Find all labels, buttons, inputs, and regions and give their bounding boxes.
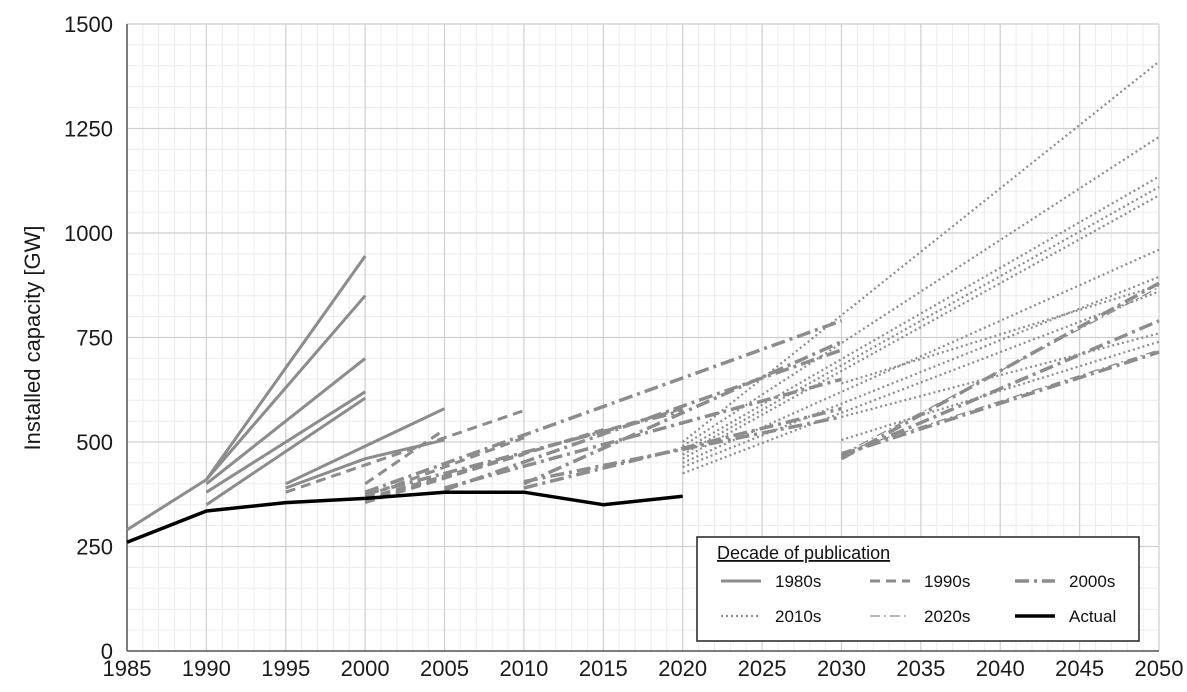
legend-label-2000s: 2000s [1069, 572, 1115, 591]
series-line-2010s-27 [682, 194, 1160, 460]
series-line-2010s-29 [682, 275, 1160, 469]
legend-title: Decade of publication [717, 543, 890, 563]
y-tick-label: 250 [76, 535, 113, 560]
series-line-1980s-4 [205, 396, 367, 506]
series-line-2000s-14 [364, 319, 843, 494]
legend-items: 1980s 1990s 2000s 2010s 2020s Actual [721, 572, 1116, 626]
x-tick-label: 2030 [817, 656, 866, 681]
y-tick-label: 1000 [64, 221, 113, 246]
series-line-1990s-11 [364, 428, 604, 505]
y-axis-label: Installed capacity [GW] [20, 226, 45, 451]
series-line-1980s-0 [126, 255, 367, 532]
x-tick-label: 2050 [1135, 656, 1184, 681]
y-tick-label: 0 [101, 639, 113, 664]
x-tick-label: 2020 [658, 656, 707, 681]
legend-label-1980s: 1980s [775, 572, 821, 591]
series-line-2000s-15 [443, 348, 843, 492]
series-line-1980s-3 [205, 390, 367, 494]
x-tick-label: 2010 [499, 656, 548, 681]
x-tick-label: 2045 [1055, 656, 1104, 681]
legend-label-2010s: 2010s [775, 607, 821, 626]
y-tick-labels: 0 250 500 750 1000 1250 1500 [64, 12, 113, 664]
series-line-1990s-9 [364, 436, 525, 498]
y-tick-label: 500 [76, 430, 113, 455]
legend-label-1990s: 1990s [924, 572, 970, 591]
series-line-2010s-23 [682, 60, 1160, 443]
x-tick-label: 1985 [103, 656, 152, 681]
series-line-1980s-5 [285, 407, 446, 486]
x-tick-label: 2000 [341, 656, 390, 681]
series-line-actual-36 [126, 490, 683, 544]
series-line-2010s-31 [841, 284, 1160, 385]
series-line-2000s-19 [523, 340, 843, 486]
x-tick-labels: 1985 1990 1995 2000 2005 2010 2015 2020 2025 2030… [103, 656, 1184, 681]
series-line-2010s-33 [841, 340, 1160, 441]
series-line-2000s-20 [840, 281, 1160, 461]
series-line-2000s-21 [840, 319, 1160, 459]
x-tick-label: 2015 [579, 656, 628, 681]
x-tick-label: 1995 [261, 656, 310, 681]
y-tick-label: 1500 [64, 12, 113, 37]
y-tick-label: 750 [76, 326, 113, 351]
x-tick-label: 2025 [738, 656, 787, 681]
series-layer [126, 60, 1160, 544]
series-line-2010s-25 [682, 175, 1160, 452]
legend-box [696, 536, 1140, 642]
series-line-2010s-26 [682, 186, 1160, 456]
series-line-1990s-7 [285, 409, 525, 494]
x-tick-label: 2040 [976, 656, 1025, 681]
legend-label-2020s: 2020s [924, 607, 970, 626]
x-tick-label: 2005 [420, 656, 469, 681]
series-line-1990s-8 [364, 428, 446, 486]
series-line-2000s-16 [444, 377, 842, 490]
legend: Decade of publication 1980s 1990s 2000s 201… [696, 536, 1140, 642]
legend-label-actual: Actual [1069, 607, 1116, 626]
series-line-2000s-22 [840, 350, 1160, 457]
axes [126, 24, 1159, 652]
series-line-2020s-35 [841, 349, 1160, 454]
series-line-1980s-1 [205, 294, 367, 481]
series-line-2010s-28 [682, 248, 1160, 464]
y-tick-label: 1250 [64, 117, 113, 142]
x-tick-label: 2035 [896, 656, 945, 681]
series-line-1980s-2 [205, 357, 367, 485]
x-tick-label: 1990 [182, 656, 231, 681]
